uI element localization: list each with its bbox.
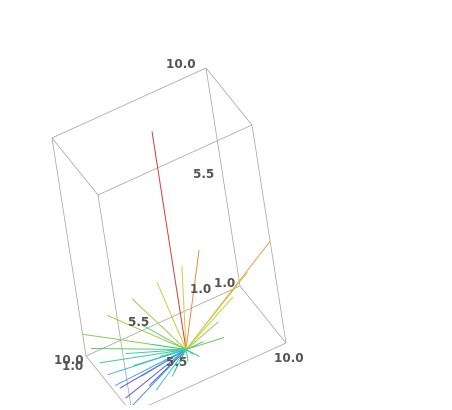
data-segment: [148, 349, 187, 387]
bounding-box-back: [51, 67, 287, 410]
box-edge: [51, 137, 99, 196]
data-segment: [151, 343, 187, 350]
y-tick-high: 10.0: [54, 353, 84, 367]
data-segment: [156, 282, 187, 350]
box-edge: [51, 67, 207, 139]
data-segments: [82, 131, 271, 408]
data-segment: [185, 296, 234, 350]
box-edge: [251, 124, 287, 344]
data-segment: [131, 298, 187, 350]
data-segment: [185, 271, 248, 350]
box-edge: [205, 67, 253, 126]
data-segment: [99, 349, 187, 364]
box-edge: [85, 285, 241, 357]
data-segment: [185, 349, 194, 355]
data-segment: [181, 265, 187, 350]
box-edge: [239, 285, 287, 344]
data-segment: [185, 349, 189, 362]
data-segment: [185, 321, 219, 350]
z-tick-mid: 5.5: [193, 167, 214, 181]
box-edge: [97, 194, 132, 410]
data-segment: [90, 348, 187, 350]
y-tick-mid: 5.5: [128, 315, 149, 329]
data-segment: [151, 131, 187, 350]
data-segment: [115, 349, 187, 386]
data-segment: [141, 349, 187, 377]
x-tick-low: 1.0: [62, 359, 83, 373]
box-edge: [51, 137, 87, 357]
x-tick-mid: 5.5: [166, 355, 187, 369]
data-segment: [185, 250, 200, 350]
data-segment: [166, 349, 187, 367]
data-segment: [125, 349, 187, 355]
box-edge: [137, 342, 287, 410]
data-segment: [155, 349, 187, 391]
z-tick-high: 10.0: [166, 57, 196, 71]
box-edge: [85, 355, 131, 410]
data-segment: [185, 337, 225, 350]
x-tick-high: 10.0: [274, 351, 304, 365]
data-segment: [159, 349, 187, 357]
box-edge: [97, 124, 253, 196]
tick-labels: 10.0 5.5 1.0 1.0 5.5 10.0 1.0 5.5 10.0: [54, 57, 304, 373]
data-segment: [106, 314, 187, 350]
z-tick-low: 1.0: [214, 276, 235, 290]
y-tick-low: 1.0: [190, 282, 211, 296]
box-edge: [205, 67, 241, 287]
data-segment: [142, 324, 187, 350]
data-segment: [173, 349, 187, 372]
